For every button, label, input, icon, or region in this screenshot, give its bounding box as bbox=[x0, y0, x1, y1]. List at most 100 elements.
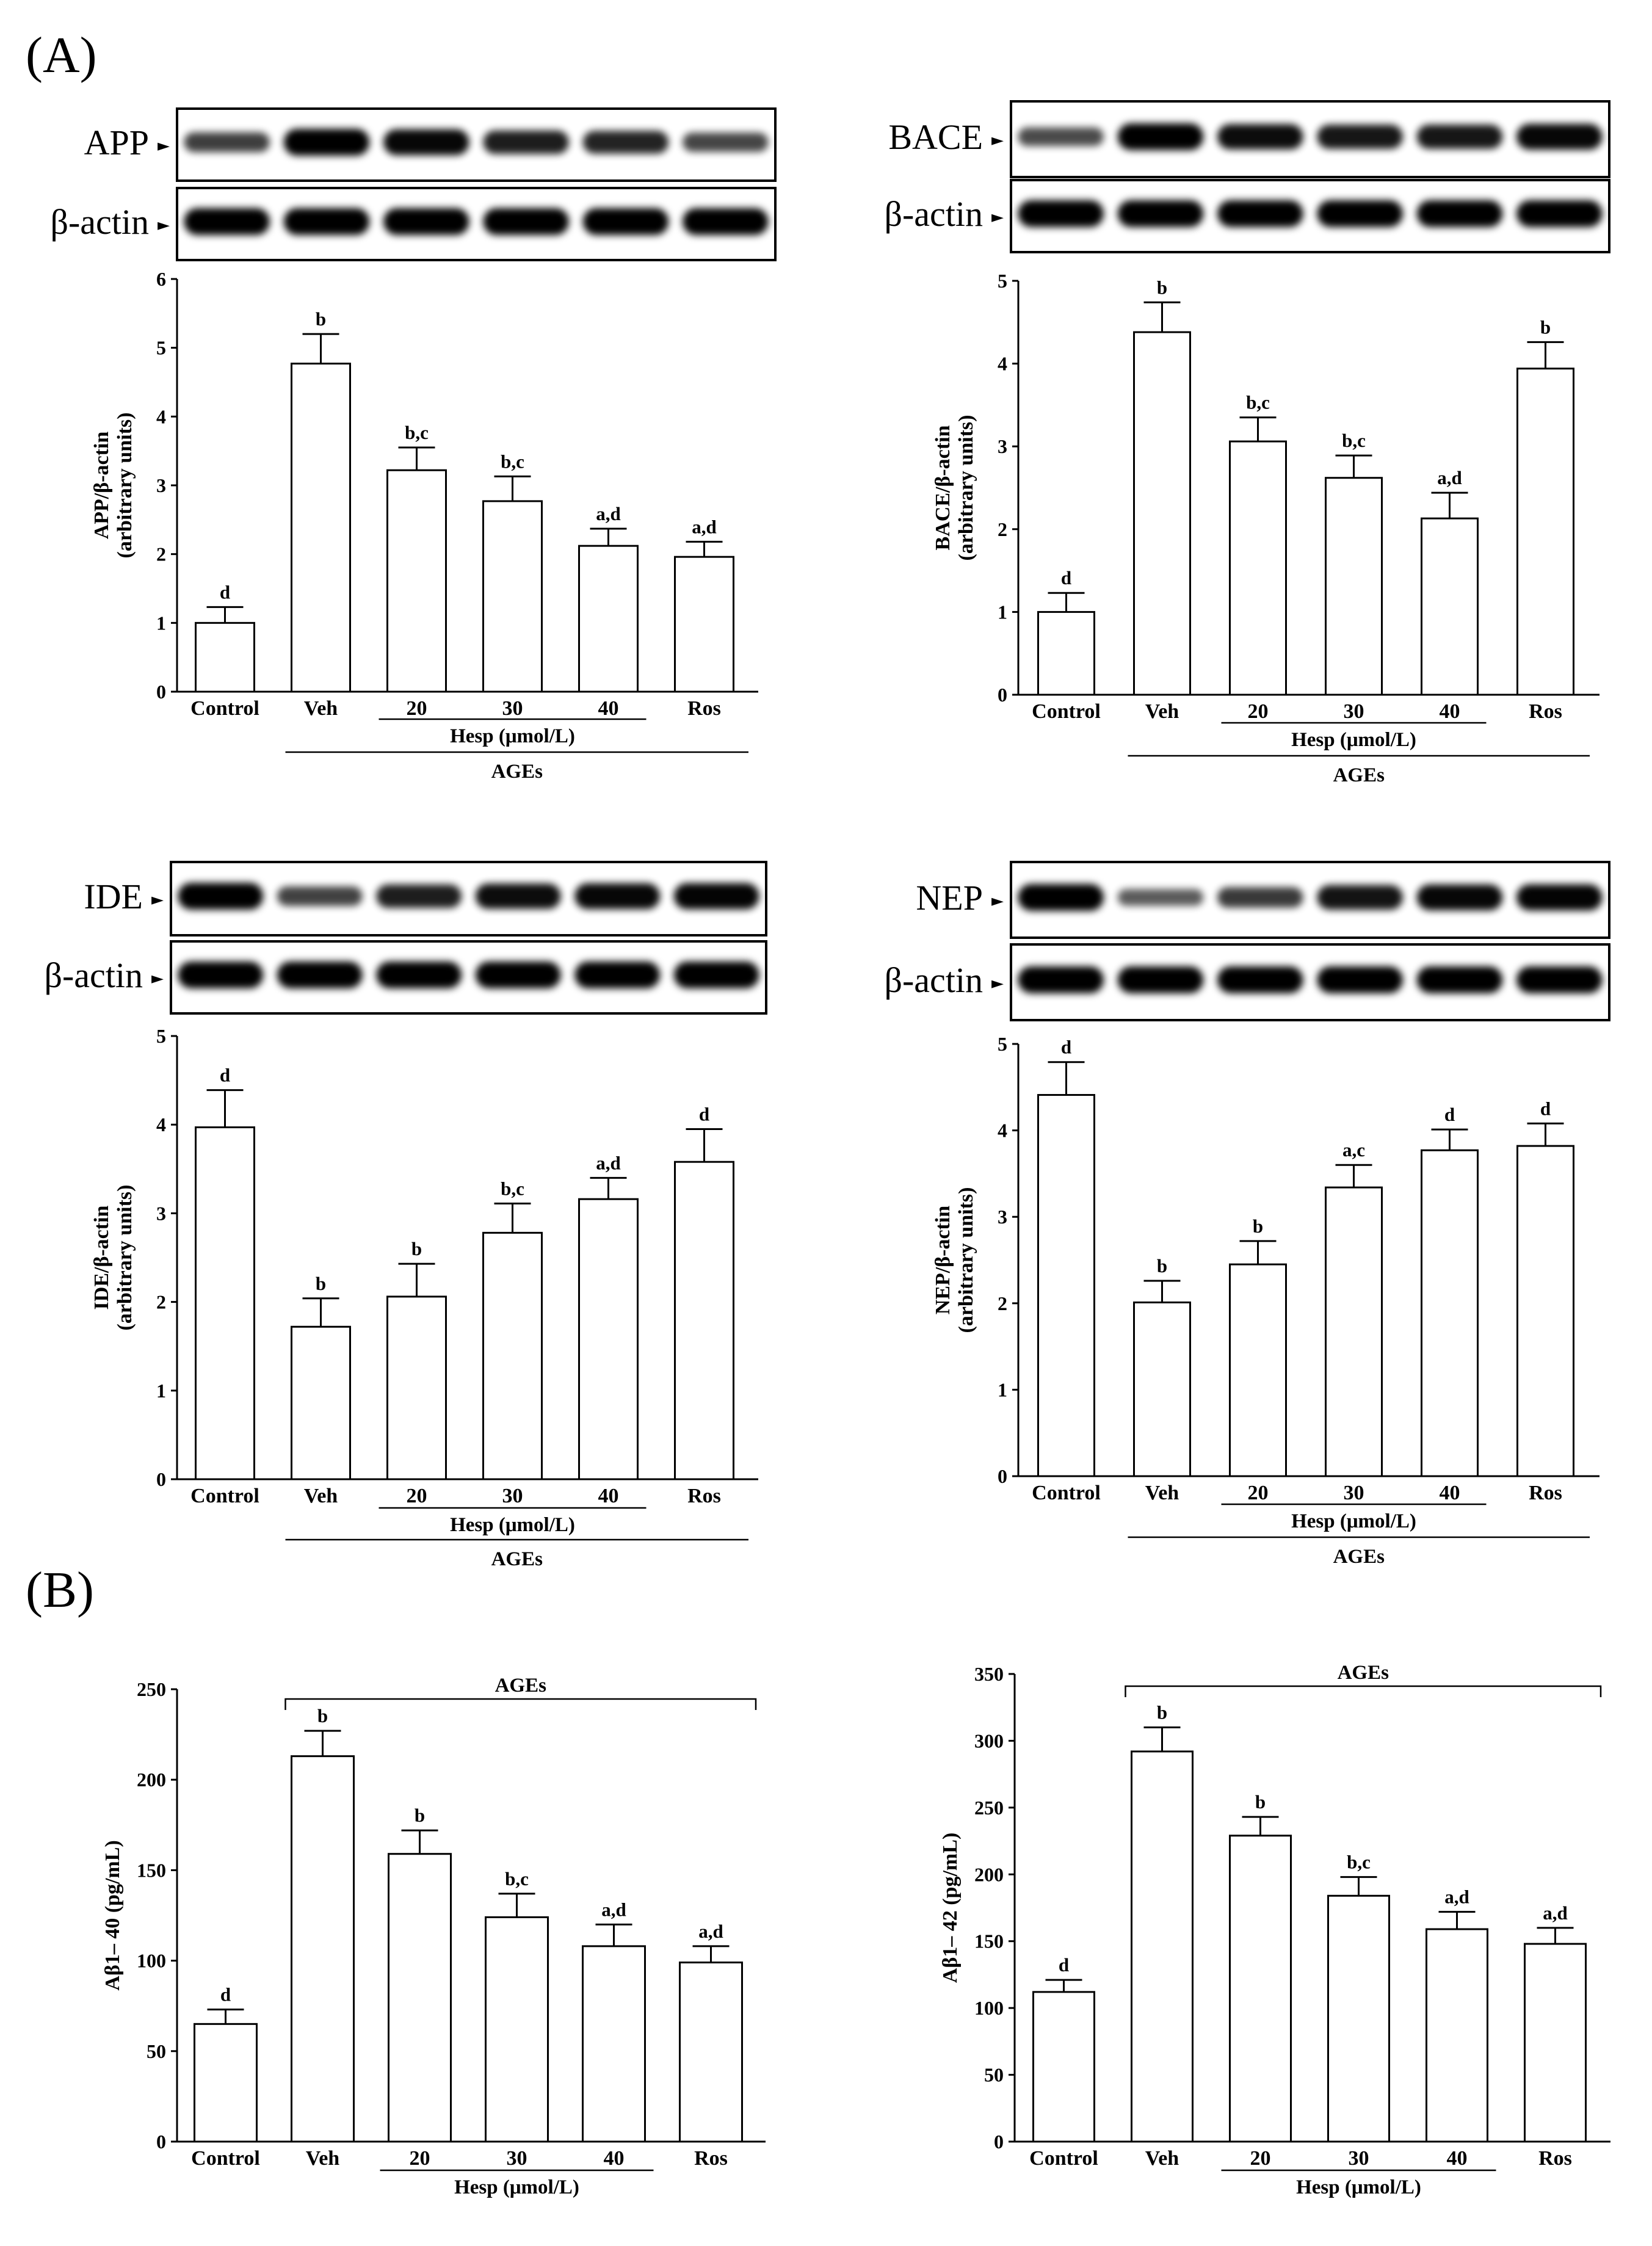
bar bbox=[1131, 1750, 1194, 2143]
blot-band bbox=[184, 208, 270, 235]
blot-band bbox=[1317, 200, 1403, 227]
band-arrow-icon: ► bbox=[991, 131, 1004, 150]
blot-band bbox=[673, 883, 759, 910]
panel-label-a: (A) bbox=[26, 27, 97, 84]
bar bbox=[1229, 1263, 1287, 1477]
blot-band bbox=[1217, 124, 1303, 150]
blot-label-target: NEP bbox=[916, 878, 983, 918]
category-label: Veh bbox=[1145, 700, 1179, 723]
y-tick-label: 2 bbox=[156, 1291, 166, 1313]
bar bbox=[578, 545, 639, 693]
significance-label: d bbox=[1061, 567, 1071, 589]
y-tick-label: 0 bbox=[998, 1465, 1007, 1487]
y-tick-label: 5 bbox=[156, 337, 166, 359]
significance-label: a,d bbox=[692, 516, 717, 537]
significance-label: b,c bbox=[1347, 1852, 1371, 1873]
bar bbox=[1229, 1835, 1292, 2143]
bar bbox=[1327, 1894, 1390, 2143]
y-axis-label: NEP/β-actin bbox=[932, 1206, 954, 1315]
blot-band bbox=[1217, 887, 1303, 908]
bar bbox=[194, 2023, 258, 2143]
blot-label-ref: β-actin bbox=[50, 202, 149, 242]
ages-group-label: AGEs bbox=[491, 1548, 543, 1570]
hesp-group-label: Hesp (μmol/L) bbox=[1296, 2176, 1421, 2198]
significance-label: b,c bbox=[505, 1868, 529, 1889]
blot-band bbox=[178, 883, 264, 910]
category-label: 40 bbox=[1440, 1482, 1460, 1504]
bar bbox=[1325, 477, 1383, 696]
significance-label: b bbox=[415, 1805, 425, 1826]
significance-label: a,d bbox=[1437, 467, 1462, 488]
blot-band bbox=[1217, 200, 1303, 227]
y-tick-label: 1 bbox=[998, 601, 1007, 623]
blot-band bbox=[1416, 884, 1503, 911]
blot-band bbox=[1516, 200, 1603, 227]
y-axis-label-units: (arbitrary units) bbox=[955, 415, 977, 561]
bar bbox=[1037, 610, 1095, 696]
category-label: Ros bbox=[687, 697, 721, 720]
significance-label: b bbox=[411, 1238, 422, 1259]
significance-label: a,d bbox=[596, 1152, 621, 1173]
category-label: Veh bbox=[1145, 2147, 1179, 2170]
blot-band bbox=[1117, 966, 1204, 993]
panel-label-b: (B) bbox=[26, 1562, 94, 1618]
blot-label-target: IDE bbox=[84, 877, 143, 916]
y-tick-label: 50 bbox=[147, 2040, 166, 2062]
blot-frame-ref bbox=[1010, 943, 1610, 1021]
blot-band bbox=[376, 884, 462, 908]
bar bbox=[195, 1126, 255, 1480]
blot-band bbox=[1416, 125, 1503, 149]
significance-label: d bbox=[1540, 1098, 1551, 1119]
category-label: Control bbox=[1032, 700, 1101, 723]
blot-band bbox=[383, 129, 469, 156]
blot-band bbox=[1516, 123, 1603, 150]
blot-band bbox=[582, 131, 669, 154]
significance-label: b,c bbox=[501, 451, 524, 472]
bar bbox=[386, 469, 447, 693]
significance-label: b bbox=[1253, 1215, 1263, 1237]
blot-label-ref: β-actin bbox=[44, 955, 143, 995]
bar bbox=[291, 363, 351, 693]
bar bbox=[578, 1198, 639, 1480]
category-label: 20 bbox=[407, 1485, 427, 1507]
y-tick-label: 1 bbox=[998, 1378, 1007, 1400]
band-arrow-icon: ► bbox=[991, 892, 1004, 910]
significance-label: b bbox=[1157, 277, 1167, 298]
band-arrow-icon: ► bbox=[151, 969, 164, 988]
y-tick-label: 2 bbox=[156, 543, 166, 565]
hesp-group-label: Hesp (μmol/L) bbox=[450, 1514, 575, 1536]
category-label: Veh bbox=[304, 697, 338, 720]
category-label: Control bbox=[191, 2147, 260, 2170]
significance-label: b,c bbox=[1342, 430, 1366, 451]
category-label: 40 bbox=[1440, 700, 1460, 723]
bar bbox=[1524, 1943, 1587, 2143]
significance-label: b bbox=[1157, 1702, 1167, 1723]
bar bbox=[1037, 1094, 1095, 1477]
blot-band bbox=[283, 208, 370, 235]
band-arrow-icon: ► bbox=[991, 208, 1004, 226]
bar bbox=[386, 1295, 447, 1480]
blot-band bbox=[1516, 966, 1603, 993]
bar bbox=[482, 1231, 543, 1480]
ages-bracket bbox=[1125, 1685, 1602, 1697]
ages-group-label: AGEs bbox=[1338, 1662, 1389, 1684]
blot-band bbox=[1018, 200, 1104, 227]
band-arrow-icon: ► bbox=[151, 891, 164, 909]
blot-band bbox=[184, 132, 270, 153]
blot-band bbox=[1117, 200, 1204, 227]
y-tick-label: 2 bbox=[998, 1292, 1007, 1314]
chart-abeta-1-42: 0 50 100 150 200 250 300 350 Aβ1– 42 (pg/mL) d Con… bbox=[939, 1662, 1610, 2198]
significance-label: d bbox=[699, 1103, 709, 1125]
significance-label: b bbox=[317, 1705, 328, 1726]
blot-band bbox=[1516, 884, 1603, 911]
blot-label-target: BACE bbox=[888, 117, 983, 157]
blot-band bbox=[383, 208, 469, 235]
blot-band bbox=[1317, 966, 1403, 993]
significance-label: a,d bbox=[601, 1899, 626, 1920]
y-tick-label: 1 bbox=[156, 1380, 166, 1402]
significance-label: a,d bbox=[698, 1921, 723, 1942]
y-tick-label: 6 bbox=[156, 268, 166, 290]
category-label: Veh bbox=[1145, 1482, 1179, 1504]
chart-app-beta-actin: APP ► β-actin ► 0 1 2 3 4 5 6 APP/β-actin (arbitrary… bbox=[50, 107, 777, 783]
